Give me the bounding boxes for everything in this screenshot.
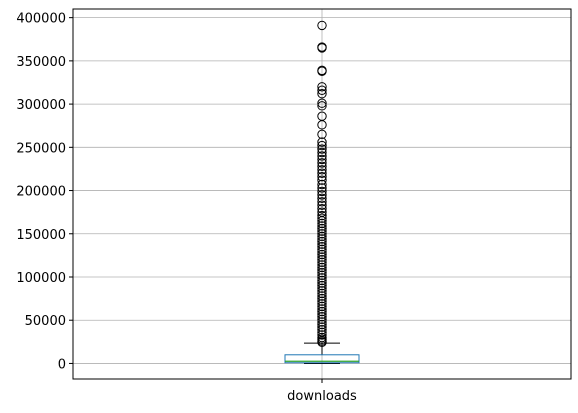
y-tick-label: 250000 — [16, 141, 66, 156]
y-tick-label: 350000 — [16, 55, 66, 70]
y-tick-label: 300000 — [16, 98, 66, 113]
y-tick-label: 50000 — [25, 314, 66, 329]
y-tick-label: 400000 — [16, 12, 66, 27]
x-tick-label: downloads — [287, 389, 357, 404]
y-tick-label: 150000 — [16, 228, 66, 243]
y-tick-label: 200000 — [16, 185, 66, 200]
x-axis-ticks: downloads — [287, 379, 357, 404]
y-axis-ticks: 0 50000 100000 150000 200000 250000 300000 3500… — [16, 12, 73, 373]
y-tick-label: 0 — [58, 357, 66, 372]
y-tick-label: 100000 — [16, 271, 66, 286]
